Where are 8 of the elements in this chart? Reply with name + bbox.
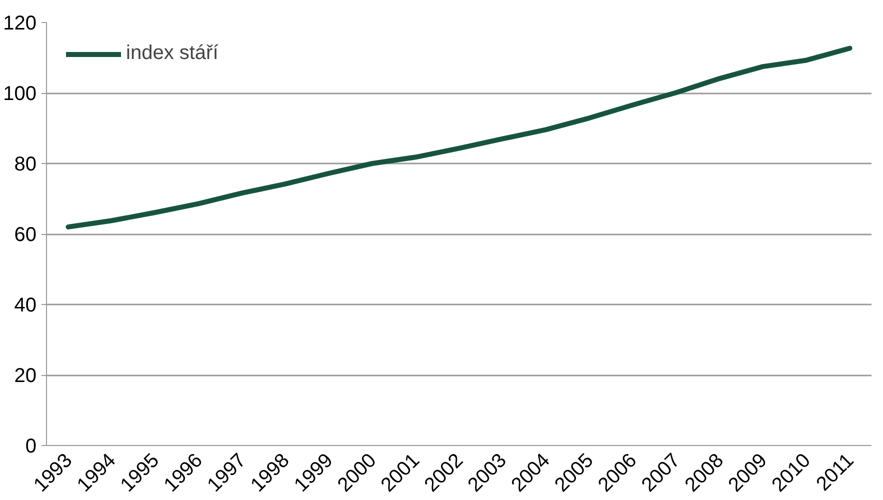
y-tick-label: 60	[14, 224, 37, 246]
y-tick-label: 80	[14, 154, 37, 176]
y-tick-label: 100	[3, 83, 37, 105]
y-tick-label: 0	[25, 436, 36, 458]
legend-label: index stáří	[126, 42, 218, 65]
y-tick-label: 20	[14, 365, 37, 387]
y-tick-label: 120	[3, 12, 37, 34]
y-tick-label: 40	[14, 294, 37, 316]
